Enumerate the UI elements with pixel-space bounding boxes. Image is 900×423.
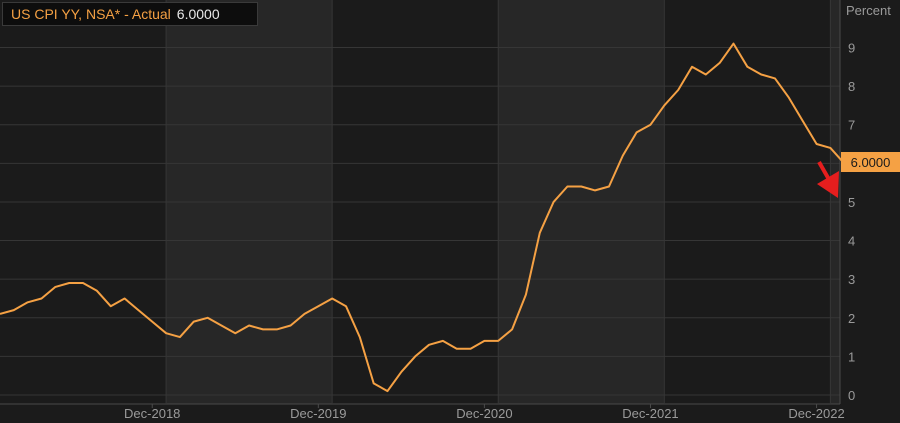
x-tick-label: Dec-2020 xyxy=(456,406,512,421)
chart-legend: US CPI YY, NSA* - Actual 6.0000 xyxy=(2,2,258,26)
y-axis-label: Percent xyxy=(846,3,891,18)
y-tick-label: 1 xyxy=(848,349,855,364)
x-tick-label: Dec-2018 xyxy=(124,406,180,421)
legend-series-name: US CPI YY, NSA* - Actual xyxy=(11,6,171,22)
y-tick-label: 5 xyxy=(848,195,855,210)
x-tick-label: Dec-2019 xyxy=(290,406,346,421)
x-tick-label: Dec-2022 xyxy=(788,406,844,421)
y-tick-label: 3 xyxy=(848,272,855,287)
legend-value: 6.0000 xyxy=(176,6,220,22)
y-tick-label: 9 xyxy=(848,41,855,56)
x-tick-label: Dec-2021 xyxy=(622,406,678,421)
y-tick-label: 2 xyxy=(848,311,855,326)
y-tick-label: 7 xyxy=(848,118,855,133)
y-tick-label: 0 xyxy=(848,388,855,403)
cpi-series-line xyxy=(0,42,845,393)
y-tick-label: 4 xyxy=(848,234,855,249)
down-arrow-icon xyxy=(817,171,839,198)
y-tick-label: 8 xyxy=(848,79,855,94)
last-value-label: 6.0000 xyxy=(841,152,900,172)
